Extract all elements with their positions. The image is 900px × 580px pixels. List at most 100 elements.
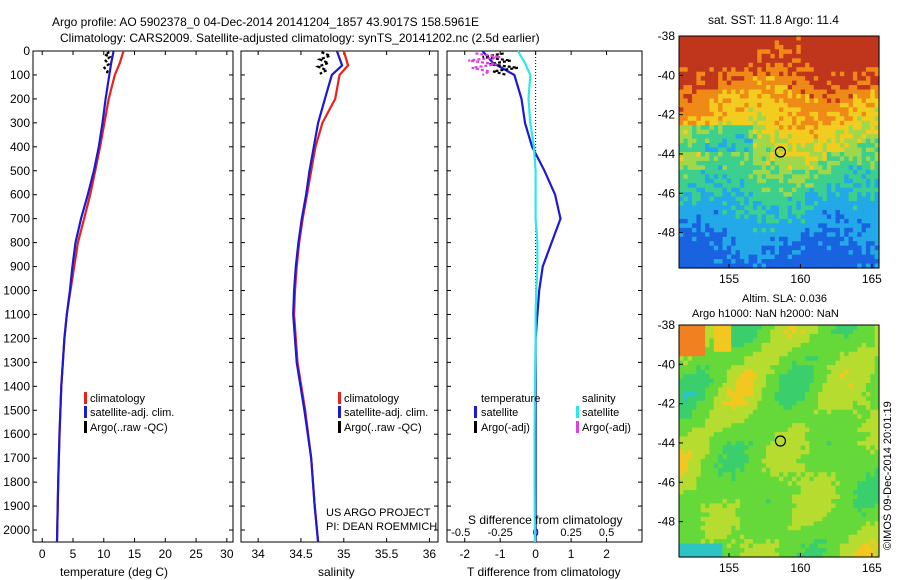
heatmap-cell — [779, 503, 784, 509]
heatmap-cell — [752, 187, 758, 193]
heatmap-cell — [792, 201, 797, 207]
heatmap-cell — [870, 356, 876, 362]
heatmap-cell — [718, 98, 724, 104]
heatmap-cell — [826, 503, 832, 509]
heatmap-cell — [774, 458, 780, 464]
heatmap-cell — [739, 94, 745, 100]
heatmap-cell — [679, 138, 684, 144]
heatmap-cell — [687, 494, 693, 500]
heatmap-cell — [683, 374, 689, 380]
heatmap-cell — [826, 147, 832, 153]
heatmap-cell — [692, 205, 697, 211]
heatmap-cell — [683, 210, 689, 216]
heatmap-cell — [826, 507, 832, 513]
heatmap-cell — [705, 436, 711, 442]
heatmap-cell — [852, 67, 858, 73]
heatmap-cell — [687, 333, 693, 339]
heatmap-cell — [852, 543, 858, 549]
heatmap-cell — [705, 485, 711, 491]
heatmap-cell — [796, 89, 802, 95]
heatmap-cell — [709, 356, 715, 362]
heatmap-cell — [696, 467, 702, 473]
heatmap-cell — [770, 53, 776, 59]
heatmap-cell — [765, 53, 771, 59]
heatmap-cell — [779, 499, 784, 505]
heatmap-cell — [835, 445, 841, 451]
heatmap-cell — [757, 192, 763, 198]
heatmap-cell — [765, 116, 771, 122]
heatmap-cell — [870, 387, 876, 393]
heatmap-cell — [809, 342, 815, 348]
heatmap-cell — [722, 40, 728, 46]
heatmap-cell — [779, 214, 784, 220]
heatmap-cell — [731, 441, 737, 447]
heatmap-cell — [752, 156, 758, 162]
heatmap-cell — [705, 85, 711, 91]
heatmap-cell — [718, 405, 724, 411]
heatmap-cell — [757, 476, 763, 482]
heatmap-cell — [783, 67, 789, 73]
heatmap-cell — [857, 405, 863, 411]
heatmap-cell — [813, 418, 819, 424]
heatmap-cell — [818, 548, 824, 554]
heatmap-cell — [779, 138, 784, 144]
heatmap-cell — [744, 507, 750, 513]
heatmap-cell — [679, 187, 684, 193]
heatmap-cell — [826, 521, 832, 527]
heatmap-cell — [792, 356, 797, 362]
heatmap-cell — [765, 138, 771, 144]
heatmap-cell — [779, 111, 784, 117]
heatmap-cell — [705, 494, 711, 500]
heatmap-cell — [861, 245, 867, 251]
heatmap-cell — [679, 516, 684, 522]
heatmap-cell — [861, 365, 867, 371]
heatmap-cell — [687, 476, 693, 482]
heatmap-cell — [692, 530, 697, 536]
heatmap-cell — [809, 436, 815, 442]
heatmap-cell — [713, 102, 719, 108]
heatmap-cell — [796, 107, 802, 113]
heatmap-cell — [835, 329, 841, 335]
heatmap-cell — [796, 58, 802, 64]
heatmap-cell — [735, 192, 741, 198]
heatmap-cell — [822, 405, 828, 411]
heatmap-cell — [765, 329, 771, 335]
heatmap-cell — [679, 485, 684, 491]
heatmap-cell — [844, 391, 850, 397]
heatmap-cell — [818, 333, 824, 339]
heatmap-cell — [839, 223, 845, 229]
heatmap-cell — [844, 387, 850, 393]
heatmap-cell — [683, 342, 689, 348]
heatmap-cell — [796, 427, 802, 433]
heatmap-cell — [713, 58, 719, 64]
heatmap-cell — [870, 236, 876, 242]
heatmap-cell — [852, 383, 858, 389]
heatmap-cell — [852, 192, 858, 198]
heatmap-cell — [796, 160, 802, 166]
heatmap-cell — [787, 499, 793, 505]
heatmap-cell — [861, 53, 867, 59]
heatmap-cell — [722, 441, 728, 447]
heatmap-cell — [744, 183, 750, 189]
heatmap-cell — [874, 423, 880, 429]
heatmap-cell — [792, 374, 797, 380]
heatmap-cell — [861, 427, 867, 433]
heatmap-cell — [787, 214, 793, 220]
heatmap-cell — [718, 143, 724, 149]
heatmap-cell — [722, 116, 728, 122]
heatmap-cell — [831, 89, 837, 95]
heatmap-cell — [761, 210, 767, 216]
heatmap-cell — [696, 89, 702, 95]
heatmap-cell — [683, 356, 689, 362]
heatmap-cell — [783, 374, 789, 380]
heatmap-cell — [805, 36, 811, 42]
heatmap-cell — [839, 250, 845, 256]
heatmap-cell — [783, 539, 789, 545]
heatmap-cell — [739, 160, 745, 166]
heatmap-cell — [861, 116, 867, 122]
heatmap-cell — [748, 365, 754, 371]
heatmap-cell — [765, 516, 771, 522]
heatmap-cell — [857, 218, 863, 224]
heatmap-cell — [809, 369, 815, 375]
heatmap-cell — [726, 507, 732, 513]
